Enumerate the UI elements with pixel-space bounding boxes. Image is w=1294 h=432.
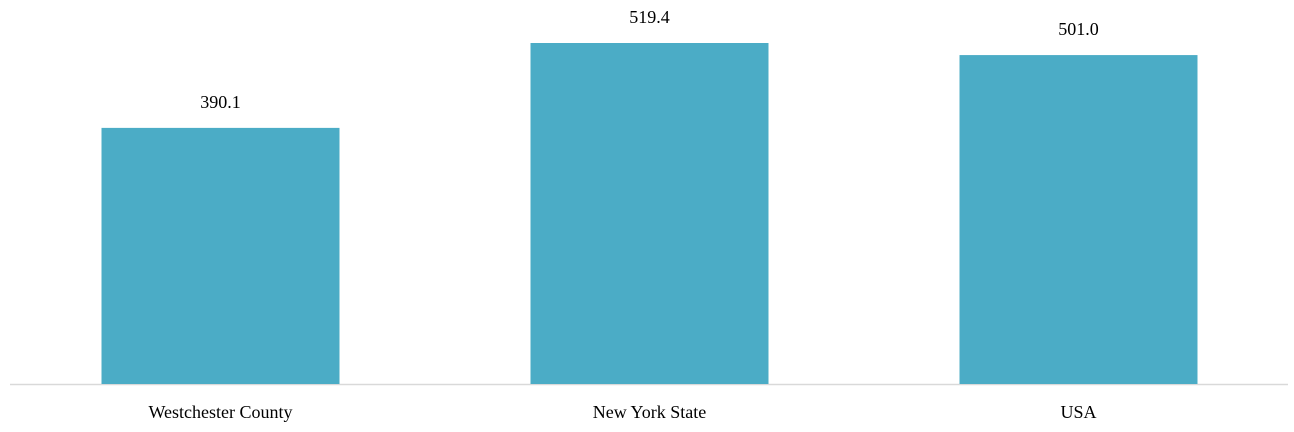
bar bbox=[530, 43, 769, 384]
bar bbox=[959, 55, 1198, 385]
data-label: 390.1 bbox=[200, 92, 241, 112]
x-tick-label: Westchester County bbox=[148, 402, 292, 422]
bar bbox=[101, 127, 340, 384]
x-tick-label: USA bbox=[1060, 402, 1096, 422]
data-label: 501.0 bbox=[1058, 19, 1099, 39]
x-tick-label: New York State bbox=[593, 402, 707, 422]
data-label: 519.4 bbox=[629, 7, 670, 27]
